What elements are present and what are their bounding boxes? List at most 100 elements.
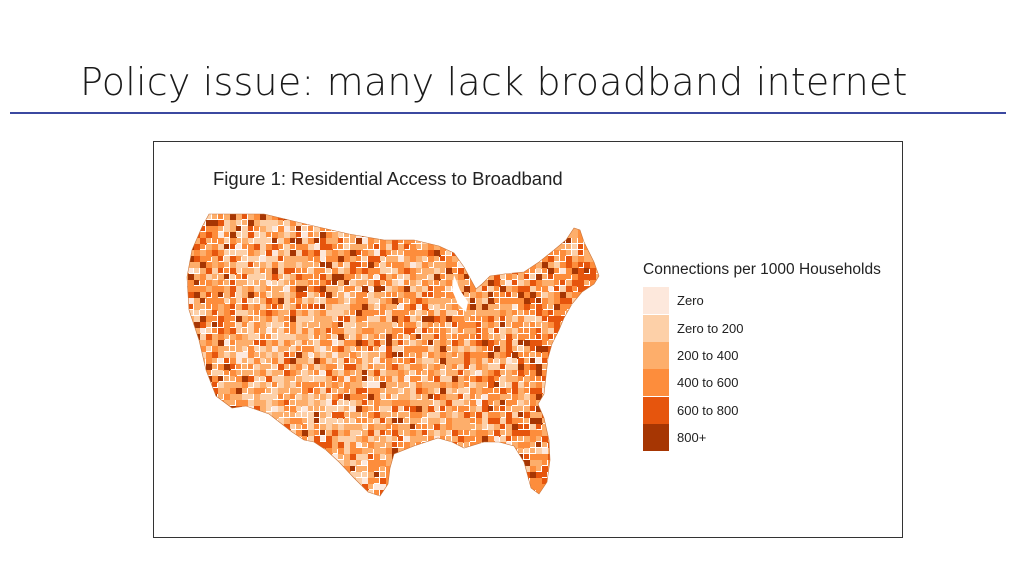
county-cell <box>362 448 368 454</box>
county-cell <box>458 496 465 503</box>
county-cell <box>242 328 247 333</box>
county-cell <box>494 322 499 327</box>
county-cell <box>530 478 537 485</box>
county-cell <box>602 376 608 382</box>
county-cell <box>542 400 548 406</box>
county-cell <box>560 424 566 430</box>
county-cell <box>470 304 476 310</box>
county-cell <box>572 454 579 461</box>
county-cell <box>524 448 529 453</box>
county-cell <box>404 496 411 503</box>
county-cell <box>320 430 325 435</box>
county-cell <box>404 436 410 442</box>
county-cell <box>320 268 325 273</box>
county-cell <box>188 286 195 293</box>
county-cell <box>584 448 590 454</box>
county-cell <box>470 322 477 329</box>
county-cell <box>272 310 278 316</box>
county-cell <box>218 436 225 443</box>
county-cell <box>290 466 297 473</box>
county-cell <box>494 400 500 406</box>
county-cell <box>272 232 279 239</box>
county-cell <box>500 382 505 387</box>
county-cell <box>230 394 236 400</box>
county-cell <box>308 244 314 250</box>
county-cell <box>266 250 273 257</box>
county-cell <box>350 496 357 503</box>
county-cell <box>248 478 253 483</box>
county-cell <box>458 466 463 471</box>
county-cell <box>284 238 290 244</box>
county-cell <box>476 406 482 412</box>
county-cell <box>554 292 560 298</box>
county-cell <box>230 388 237 395</box>
county-cell <box>596 298 599 303</box>
county-cell <box>260 262 267 269</box>
county-cell <box>272 298 279 305</box>
county-cell <box>392 316 399 323</box>
county-cell <box>278 418 284 424</box>
county-cell <box>296 238 302 244</box>
county-cell <box>380 340 385 345</box>
county-cell <box>224 334 229 339</box>
county-cell <box>350 382 356 388</box>
county-cell <box>560 436 565 441</box>
county-cell <box>254 454 261 461</box>
county-cell <box>188 472 195 479</box>
county-cell <box>392 496 398 502</box>
county-cell <box>350 280 357 287</box>
county-cell <box>308 478 314 484</box>
county-cell <box>596 280 599 285</box>
county-cell <box>434 226 441 233</box>
county-cell <box>236 490 241 495</box>
county-cell <box>446 256 452 262</box>
county-cell <box>386 232 393 239</box>
county-cell <box>254 460 260 466</box>
county-cell <box>542 298 548 304</box>
county-cell <box>590 232 597 239</box>
county-cell <box>272 358 278 364</box>
county-cell <box>596 232 599 237</box>
county-cell <box>212 424 219 431</box>
county-cell <box>572 208 577 213</box>
county-cell <box>536 268 541 273</box>
county-cell <box>362 310 368 316</box>
county-cell <box>572 394 578 400</box>
county-cell <box>422 394 429 401</box>
county-cell <box>398 466 405 473</box>
county-cell <box>440 376 447 383</box>
county-cell <box>187 274 189 281</box>
county-cell <box>326 496 332 502</box>
county-cell <box>584 310 591 317</box>
county-cell <box>482 490 489 496</box>
county-cell <box>536 322 541 327</box>
county-cell <box>560 382 565 387</box>
county-cell <box>428 244 435 251</box>
county-cell <box>506 430 512 436</box>
county-cell <box>554 352 559 357</box>
county-cell <box>236 400 243 407</box>
county-cell <box>566 274 571 279</box>
county-cell <box>560 442 565 447</box>
county-cell <box>542 496 547 501</box>
county-cell <box>488 250 494 256</box>
county-cell <box>212 340 218 346</box>
county-cell <box>548 238 553 243</box>
county-cell <box>212 358 217 363</box>
county-cell <box>392 412 397 417</box>
county-cell <box>188 448 195 455</box>
county-cell <box>362 478 369 485</box>
county-cell <box>446 262 452 268</box>
county-cell <box>428 298 435 305</box>
county-cell <box>470 292 476 298</box>
county-cell <box>356 328 362 334</box>
county-cell <box>572 322 577 327</box>
county-cell <box>560 448 567 455</box>
county-cell <box>584 442 591 449</box>
county-cell <box>452 448 457 453</box>
county-cell <box>344 478 349 483</box>
county-cell <box>554 430 561 437</box>
county-cell <box>584 238 589 243</box>
county-cell <box>500 298 506 304</box>
county-cell <box>554 454 559 459</box>
